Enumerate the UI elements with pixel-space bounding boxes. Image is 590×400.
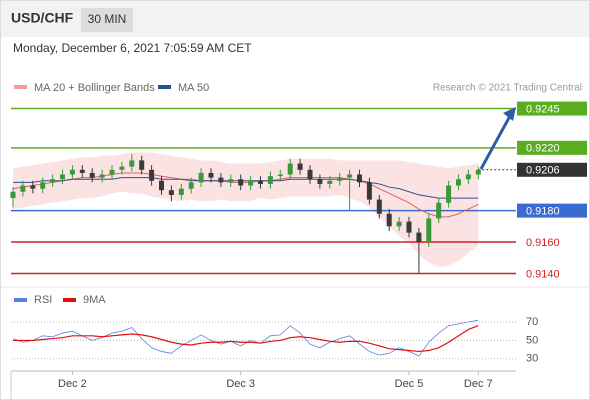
x-tick-label: Dec 7: [464, 378, 493, 390]
candle-body: [396, 221, 402, 227]
level-label: 0.9245: [526, 103, 560, 115]
x-tick-label: Dec 3: [226, 378, 255, 390]
y-tick-label: 30: [526, 353, 538, 365]
candle-body: [248, 180, 254, 186]
timeframe[interactable]: 30 MIN: [88, 12, 127, 26]
candle-body: [228, 179, 234, 183]
candle-body: [475, 169, 481, 175]
legend-label: MA 20 + Bollinger Bands: [34, 82, 155, 94]
x-tick-label: Dec 5: [395, 378, 424, 390]
rsi-line: [12, 319, 479, 357]
candle-body: [168, 190, 174, 195]
datetime: Monday, December 6, 2021 7:05:59 AM CET: [13, 41, 252, 55]
candle-body: [307, 169, 313, 180]
candle-body: [267, 176, 273, 184]
candle-body: [218, 177, 224, 183]
x-tick-label: Dec 2: [58, 378, 87, 390]
candle-body: [337, 177, 343, 181]
symbol: USD/CHF: [11, 10, 74, 26]
candle-body: [50, 179, 56, 183]
legend-swatch: [63, 298, 76, 302]
candle-body: [327, 180, 333, 184]
candle-body: [159, 180, 164, 191]
candle-body: [238, 179, 244, 186]
forecast-arrow: [479, 115, 512, 170]
level-box: [517, 203, 587, 218]
rsi-line: [13, 325, 479, 353]
level-label: 0.9206: [526, 165, 560, 177]
candle-body: [465, 174, 471, 180]
candle-body: [347, 174, 353, 178]
candle-body: [287, 163, 293, 175]
legend-swatch: [14, 298, 27, 302]
candle-body: [60, 174, 65, 180]
candle-body: [178, 188, 184, 195]
level-label: 0.9140: [526, 268, 560, 280]
candle-body: [30, 185, 36, 189]
candle-body: [426, 218, 432, 243]
candle-body: [109, 169, 115, 175]
candle-body: [406, 221, 412, 233]
legend-label: RSI: [34, 294, 52, 306]
credit: Research © 2021 Trading Central: [433, 83, 582, 94]
candle-body: [198, 172, 204, 183]
timeframe-button[interactable]: [81, 8, 133, 32]
candle-body: [446, 185, 452, 203]
legend-swatch: [158, 85, 171, 89]
legend-swatch: [14, 85, 27, 89]
level-box: [517, 140, 587, 155]
candle-body: [436, 202, 442, 219]
y-tick-label: 70: [526, 316, 538, 328]
candle-body: [10, 191, 16, 199]
candle-body: [357, 174, 362, 183]
candle-body: [366, 182, 372, 200]
candle-body: [69, 169, 75, 175]
candle-body: [416, 232, 422, 243]
candle-body: [297, 163, 303, 170]
legend-label: MA 50: [178, 82, 209, 94]
legend-label: 9MA: [83, 294, 106, 306]
candle-body: [99, 174, 105, 178]
candle-body: [149, 169, 155, 181]
level-box: [517, 162, 587, 177]
y-tick-label: 50: [526, 334, 538, 346]
candle-body: [317, 179, 323, 184]
level-label: 0.9220: [526, 143, 560, 155]
candle-body: [119, 166, 125, 170]
ma-line: [13, 177, 479, 199]
candle-body: [277, 174, 283, 177]
ma-line: [12, 172, 479, 218]
candle-body: [376, 199, 382, 214]
level-label: 0.9180: [526, 206, 560, 218]
candle-body: [139, 160, 145, 170]
candle-body: [258, 180, 263, 184]
candle-body: [40, 182, 46, 189]
level-box: [517, 101, 587, 116]
level-label: 0.9160: [526, 237, 560, 249]
candle-body: [89, 172, 95, 178]
candle-body: [386, 213, 392, 227]
candle-body: [129, 160, 135, 167]
candle-body: [456, 179, 461, 186]
candle-body: [79, 169, 85, 173]
forecast-arrowhead: [503, 107, 516, 121]
candle-body: [20, 185, 26, 192]
candle-body: [188, 182, 194, 189]
candle-body: [208, 172, 214, 178]
